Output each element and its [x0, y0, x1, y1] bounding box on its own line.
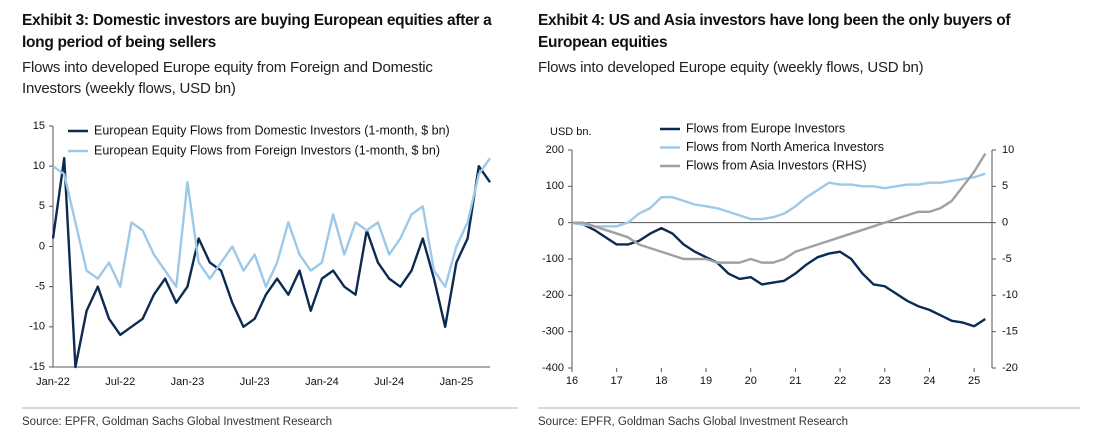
x-tick-label: 23 — [879, 375, 891, 387]
series-line — [52, 157, 491, 288]
y-tick-label: -10 — [29, 321, 45, 333]
chart-title: Exhibit 3: Domestic investors are buying… — [22, 12, 492, 51]
x-tick-label: 17 — [611, 375, 623, 387]
x-tick-label: 25 — [968, 375, 980, 387]
source: Source: EPFR, Goldman Sachs Global Inves… — [22, 416, 333, 428]
y-tick-label: 15 — [33, 120, 45, 132]
legend-label: Flows from Europe Investors — [686, 121, 845, 135]
y-tick-label: 100 — [546, 180, 564, 192]
y-tick-label: 0 — [558, 217, 564, 229]
y-tick-label: -5 — [35, 281, 45, 293]
x-tick-label: 16 — [566, 375, 578, 387]
y2-tick-label: 0 — [1002, 217, 1008, 229]
y-tick-label: 10 — [33, 160, 45, 172]
y2-tick-label: 10 — [1002, 144, 1014, 156]
x-tick-label: Jul-22 — [105, 376, 135, 388]
y2-tick-label: -20 — [1002, 362, 1018, 374]
x-tick-label: Jan-25 — [440, 376, 474, 388]
y2-tick-label: -15 — [1002, 326, 1018, 338]
legend-label: European Equity Flows from Foreign Inves… — [94, 143, 440, 157]
x-tick-label: Jul-23 — [240, 376, 270, 388]
x-tick-label: Jul-24 — [374, 376, 404, 388]
x-tick-label: Jan-23 — [171, 376, 205, 388]
x-tick-label: 22 — [834, 375, 846, 387]
y-tick-label: 0 — [39, 240, 45, 252]
y2-tick-label: 5 — [1002, 180, 1008, 192]
series-line — [51, 156, 491, 369]
y-tick-label: -100 — [542, 253, 564, 265]
chart-subtitle: Flows into developed Europe equity (week… — [538, 59, 924, 76]
series-line — [572, 153, 987, 264]
x-tick-label: Jan-22 — [36, 376, 70, 388]
y-tick-label: 5 — [39, 200, 45, 212]
y-tick-label: -300 — [542, 326, 564, 338]
x-tick-label: 18 — [655, 375, 667, 387]
x-tick-label: 20 — [745, 375, 757, 387]
chart-subtitle: Flows into developed Europe equity from … — [22, 59, 433, 97]
legend-label: European Equity Flows from Domestic Inve… — [94, 123, 450, 137]
chart-title: Exhibit 4: US and Asia investors have lo… — [538, 12, 1011, 51]
legend-label: Flows from North America Investors — [686, 140, 884, 154]
x-tick-label: Jan-24 — [305, 376, 339, 388]
y-tick-label: 200 — [546, 144, 564, 156]
y2-tick-label: -10 — [1002, 289, 1018, 301]
y-tick-label: -400 — [542, 362, 564, 374]
x-tick-label: 24 — [923, 375, 935, 387]
source: Source: EPFR, Goldman Sachs Global Inves… — [538, 416, 849, 428]
y-tick-label: -200 — [542, 289, 564, 301]
y-tick-label: -15 — [29, 361, 45, 373]
y2-tick-label: -5 — [1002, 253, 1012, 265]
series-line — [571, 221, 986, 328]
x-tick-label: 19 — [700, 375, 712, 387]
legend-label: Flows from Asia Investors (RHS) — [686, 158, 867, 172]
y-axis-label: USD bn. — [550, 126, 592, 138]
x-tick-label: 21 — [789, 375, 801, 387]
series-line — [571, 172, 986, 228]
